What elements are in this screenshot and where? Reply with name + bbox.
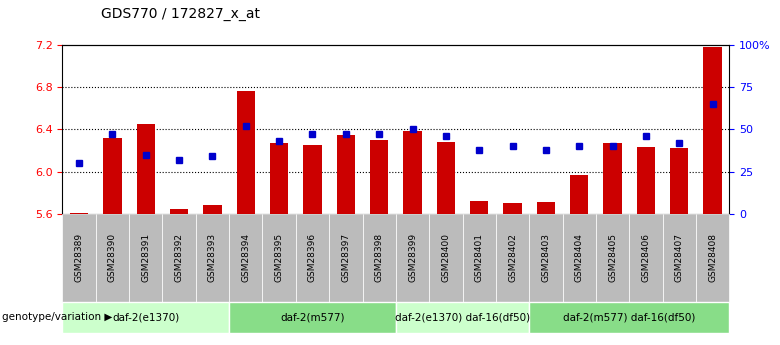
Bar — [236, 91, 255, 214]
Text: GSM28405: GSM28405 — [608, 233, 617, 283]
Text: GSM28404: GSM28404 — [575, 234, 583, 282]
Bar — [670, 148, 689, 214]
Text: GSM28390: GSM28390 — [108, 233, 117, 283]
Text: daf-2(e1370) daf-16(df50): daf-2(e1370) daf-16(df50) — [395, 313, 530, 322]
Text: GDS770 / 172827_x_at: GDS770 / 172827_x_at — [101, 7, 261, 21]
Bar — [337, 135, 355, 214]
Bar — [403, 131, 422, 214]
Text: GSM28401: GSM28401 — [475, 233, 484, 283]
Text: GSM28395: GSM28395 — [275, 233, 284, 283]
Text: daf-2(m577): daf-2(m577) — [280, 313, 345, 322]
Bar — [204, 205, 222, 214]
Bar — [604, 143, 622, 214]
Bar — [303, 145, 321, 214]
Text: GSM28408: GSM28408 — [708, 233, 717, 283]
Bar — [270, 143, 289, 214]
Text: GSM28400: GSM28400 — [441, 233, 450, 283]
Bar — [437, 142, 455, 214]
Text: GSM28399: GSM28399 — [408, 233, 417, 283]
Bar — [103, 138, 122, 214]
Text: GSM28402: GSM28402 — [508, 234, 517, 282]
Bar — [704, 47, 722, 214]
Text: GSM28397: GSM28397 — [342, 233, 350, 283]
Text: GSM28389: GSM28389 — [75, 233, 83, 283]
Text: GSM28393: GSM28393 — [208, 233, 217, 283]
Bar — [537, 202, 555, 214]
Text: GSM28403: GSM28403 — [541, 233, 551, 283]
Text: GSM28394: GSM28394 — [241, 233, 250, 283]
Text: GSM28391: GSM28391 — [141, 233, 151, 283]
Bar — [70, 213, 88, 214]
Text: GSM28398: GSM28398 — [374, 233, 384, 283]
Bar — [136, 124, 155, 214]
Text: GSM28407: GSM28407 — [675, 233, 684, 283]
Text: GSM28392: GSM28392 — [175, 233, 183, 283]
Bar — [470, 201, 488, 214]
Bar — [636, 147, 655, 214]
Text: GSM28406: GSM28406 — [641, 233, 651, 283]
Bar — [170, 209, 188, 214]
Bar — [370, 140, 388, 214]
Text: daf-2(m577) daf-16(df50): daf-2(m577) daf-16(df50) — [563, 313, 696, 322]
Bar — [570, 175, 588, 214]
Bar — [503, 203, 522, 214]
Text: genotype/variation ▶: genotype/variation ▶ — [2, 313, 112, 322]
Text: daf-2(e1370): daf-2(e1370) — [112, 313, 179, 322]
Text: GSM28396: GSM28396 — [308, 233, 317, 283]
